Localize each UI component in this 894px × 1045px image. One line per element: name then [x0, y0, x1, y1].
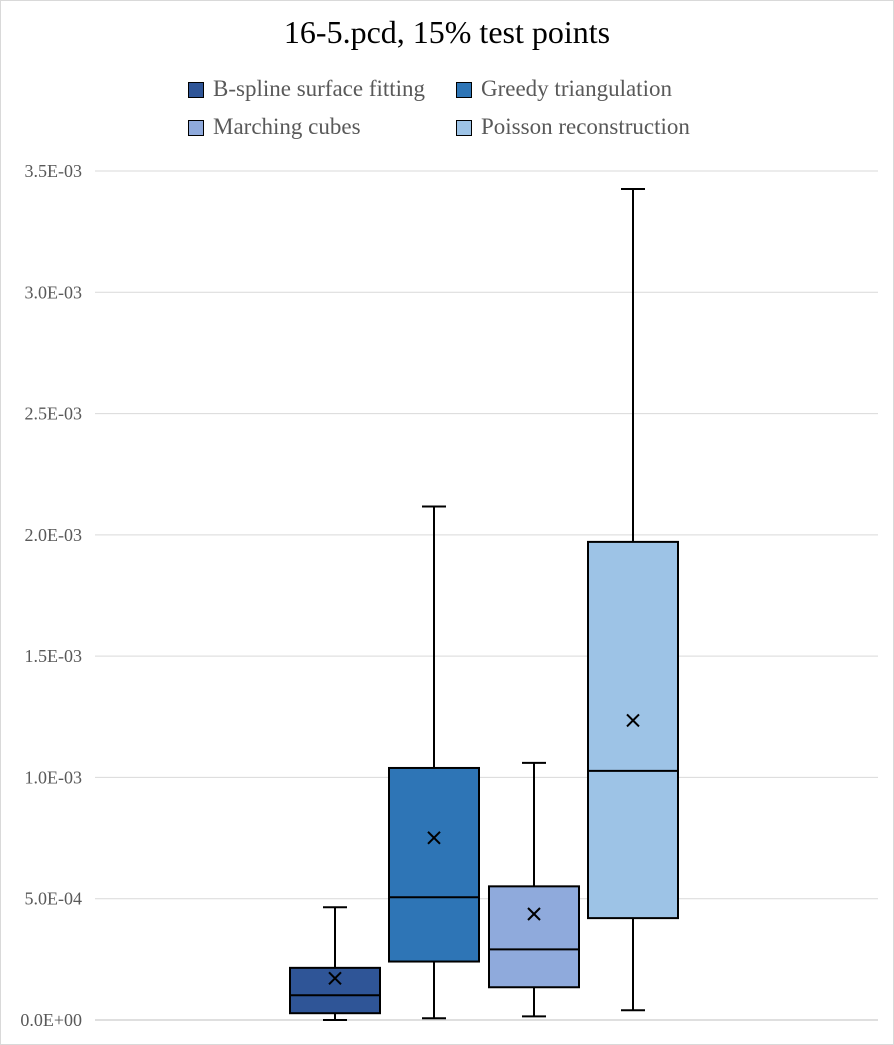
legend-label: Greedy triangulation [481, 76, 672, 101]
mean-marker [626, 713, 640, 728]
legend-label: Poisson reconstruction [481, 114, 690, 139]
mean-marker [427, 831, 441, 845]
legend-swatch [188, 82, 204, 98]
mean-marker [328, 971, 342, 985]
legend-item-bspline: B-spline surface fitting [188, 76, 425, 102]
legend-swatch [188, 120, 204, 136]
y-tick-label: 2.0E-03 [25, 525, 83, 545]
legend-item-marching: Marching cubes [188, 114, 361, 140]
y-tick-label: 3.0E-03 [25, 282, 83, 302]
y-tick-label: 0.0E+00 [20, 1010, 82, 1030]
legend-label: B-spline surface fitting [213, 76, 426, 101]
y-tick-label: 2.5E-03 [25, 404, 83, 424]
mean-marker [527, 907, 541, 921]
y-tick-label: 1.5E-03 [25, 646, 83, 666]
y-tick-label: 5.0E-04 [25, 889, 83, 909]
box-iqr [388, 766, 480, 963]
legend-label: Marching cubes [213, 114, 361, 139]
legend-item-poisson: Poisson reconstruction [456, 114, 690, 140]
box-iqr [488, 885, 580, 989]
box-iqr [587, 540, 679, 920]
y-tick-label: 3.5E-03 [25, 161, 83, 181]
y-tick-label: 1.0E-03 [25, 767, 83, 787]
legend-swatch [456, 82, 472, 98]
legend-item-greedy: Greedy triangulation [456, 76, 672, 102]
chart-title: 16-5.pcd, 15% test points [283, 14, 611, 50]
box-iqr [289, 966, 381, 1015]
legend-swatch [456, 120, 472, 136]
